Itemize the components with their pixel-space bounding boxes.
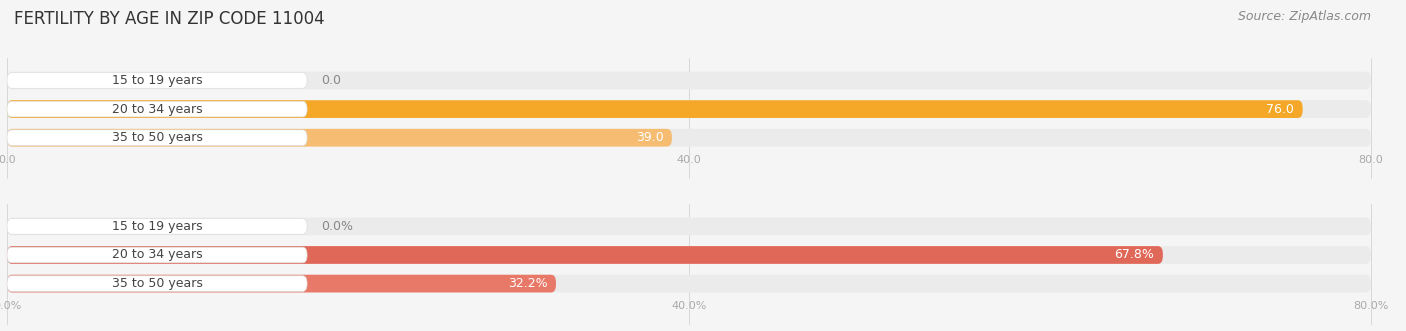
FancyBboxPatch shape: [7, 275, 555, 293]
FancyBboxPatch shape: [7, 100, 1303, 118]
Text: 0.0%: 0.0%: [321, 220, 353, 233]
FancyBboxPatch shape: [7, 246, 1163, 264]
FancyBboxPatch shape: [7, 71, 1371, 89]
FancyBboxPatch shape: [7, 218, 307, 234]
FancyBboxPatch shape: [7, 275, 1371, 293]
FancyBboxPatch shape: [7, 246, 1371, 264]
Text: 76.0: 76.0: [1267, 103, 1294, 116]
FancyBboxPatch shape: [7, 247, 307, 263]
Text: 32.2%: 32.2%: [508, 277, 547, 290]
Text: 15 to 19 years: 15 to 19 years: [111, 74, 202, 87]
FancyBboxPatch shape: [7, 73, 307, 88]
FancyBboxPatch shape: [7, 130, 307, 146]
FancyBboxPatch shape: [7, 100, 1371, 118]
FancyBboxPatch shape: [7, 129, 1371, 147]
Text: 0.0: 0.0: [321, 74, 340, 87]
Text: 20 to 34 years: 20 to 34 years: [111, 249, 202, 261]
Text: 35 to 50 years: 35 to 50 years: [111, 277, 202, 290]
Text: 67.8%: 67.8%: [1115, 249, 1154, 261]
Text: 15 to 19 years: 15 to 19 years: [111, 220, 202, 233]
FancyBboxPatch shape: [7, 101, 307, 117]
Text: 20 to 34 years: 20 to 34 years: [111, 103, 202, 116]
Text: 39.0: 39.0: [636, 131, 664, 144]
FancyBboxPatch shape: [7, 276, 307, 291]
FancyBboxPatch shape: [7, 217, 1371, 235]
Text: 35 to 50 years: 35 to 50 years: [111, 131, 202, 144]
Text: FERTILITY BY AGE IN ZIP CODE 11004: FERTILITY BY AGE IN ZIP CODE 11004: [14, 10, 325, 28]
FancyBboxPatch shape: [7, 129, 672, 147]
Text: Source: ZipAtlas.com: Source: ZipAtlas.com: [1237, 10, 1371, 23]
